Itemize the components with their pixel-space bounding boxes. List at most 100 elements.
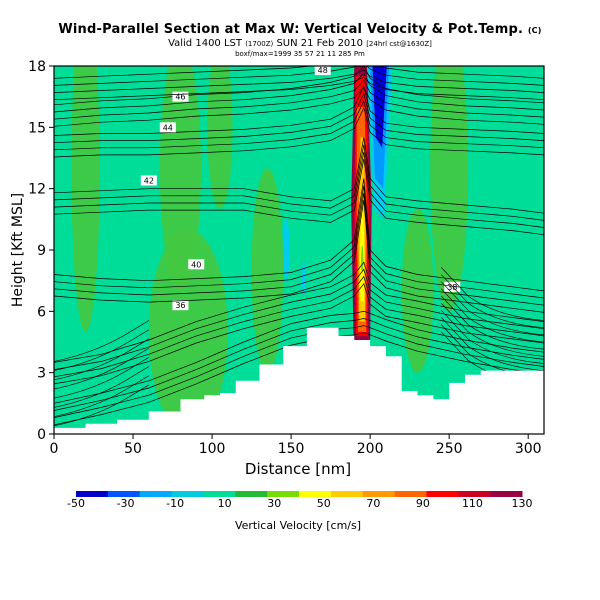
theta-contour [54,261,544,363]
theta-contour [54,66,544,106]
colorbar-tick-label: 110 [462,497,483,510]
colorbar-tick-label: 30 [267,497,281,510]
theta-contour [54,199,544,313]
theta-contour [54,72,544,113]
contour-label-bg [172,91,189,102]
colorbar-swatch [139,491,173,497]
x-tick-label: 150 [278,441,305,457]
theta-contour-low [441,267,544,321]
chart-subtitle: Valid 1400 LST (1700Z) SUN 21 Feb 2010 [… [0,38,600,49]
theta-contour [54,79,544,120]
theta-contour [54,99,544,151]
contour-label: 48 [318,66,328,75]
colorbar-tick-label: 70 [366,497,380,510]
theta-contour [54,66,544,86]
updraft-patch [430,66,469,312]
theta-contour [54,86,544,127]
theta-contour-low [54,329,149,371]
subtitle-valid: Valid 1400 LST [168,38,242,49]
theta-contour-low [441,317,544,371]
theta-contour-low [54,366,149,408]
colorbar-tick-label: 90 [416,497,430,510]
y-tick-label: 12 [28,182,46,198]
colorbar-swatch [458,491,491,497]
y-tick-label: 3 [37,366,46,382]
colorbar-tick-label: -30 [117,497,135,510]
y-tick-label: 18 [28,59,46,75]
theta-contour [54,66,544,79]
colorbar-swatch [203,491,236,497]
theta-contour [54,275,544,378]
theta-contour [54,332,544,426]
plot-area: 36 38 40 42 44 46 48 [54,66,544,434]
theta-contour [54,137,544,214]
colorbar-label: Vertical Velocity [cm/s] [235,519,361,532]
colorbar-tick-label: -10 [166,497,184,510]
theta-contour [54,325,544,418]
theta-contour-low [441,288,544,343]
theta-contour-low [54,384,149,427]
colorbar-swatch [426,491,459,497]
x-tick-label: 0 [50,441,59,457]
contour-label-bg [188,259,205,270]
terrain [54,327,544,434]
theta-contour [54,318,544,411]
contour-label-bg [444,281,461,292]
contour-label: 36 [175,301,185,310]
theta-contour-low [441,274,544,328]
theta-contour-low [54,357,149,399]
theta-contour [54,178,544,292]
chart-title: Wind-Parallel Section at Max W: Vertical… [0,22,600,37]
y-tick-label: 6 [37,304,46,320]
contour-label: 38 [447,283,457,292]
theta-contour [54,106,544,158]
x-tick-label: 250 [436,441,463,457]
theta-contour-low [441,310,544,364]
contour-label-bg [314,66,331,76]
subtitle-forecast: [24hrl cst@1630Z] [366,40,432,48]
contour-label-bg [159,122,176,133]
y-tick-label: 0 [37,427,46,443]
x-tick-label: 300 [515,441,542,457]
colorbar-tick-label: 130 [512,497,533,510]
theta-contour [54,76,544,101]
theta-contour-low [54,338,149,381]
colorbar-swatch [362,491,396,497]
contour-label: 46 [175,93,185,102]
theta-contour [54,151,544,228]
theta-contour [54,282,544,385]
updraft-patch [401,209,434,373]
updraft-patch [251,168,284,373]
x-tick-label: 200 [357,441,384,457]
colorbar-swatch [107,491,141,497]
theta-contour [54,85,544,136]
theta-contour [54,192,544,306]
colorbar-swatch [490,491,523,497]
contour-label: 42 [144,176,154,185]
colorbar: -50 -30 -10 10 30 50 70 90 110 130 [67,491,533,510]
colorbar-swatch [76,491,109,497]
colorbar-swatch [171,491,204,497]
x-axis-label: Distance [nm] [245,460,351,478]
theta-contour-low [54,347,149,390]
theta-contour-low [54,375,149,417]
theta-contour [54,92,544,144]
y-tick-label: 9 [37,243,46,259]
contour-label: 40 [191,260,201,269]
theta-contour [54,158,544,236]
colorbar-swatch [330,491,364,497]
colorbar-swatch [299,491,332,497]
theta-contour-low [441,281,544,336]
theta-contour-low [441,302,544,357]
footnote-text: boxf/max=1999 35 57 21 11 285 Pm [235,50,365,58]
contour-label: 44 [163,123,173,132]
updraft-band [360,245,364,271]
theta-contour [54,144,544,221]
theta-contour-low [54,320,149,362]
colorbar-tick-label: 50 [317,497,331,510]
theta-contour [54,185,544,299]
colorbar-swatch [394,491,427,497]
colorbar-tick-label: 10 [218,497,232,510]
theta-contour-low [441,295,544,350]
